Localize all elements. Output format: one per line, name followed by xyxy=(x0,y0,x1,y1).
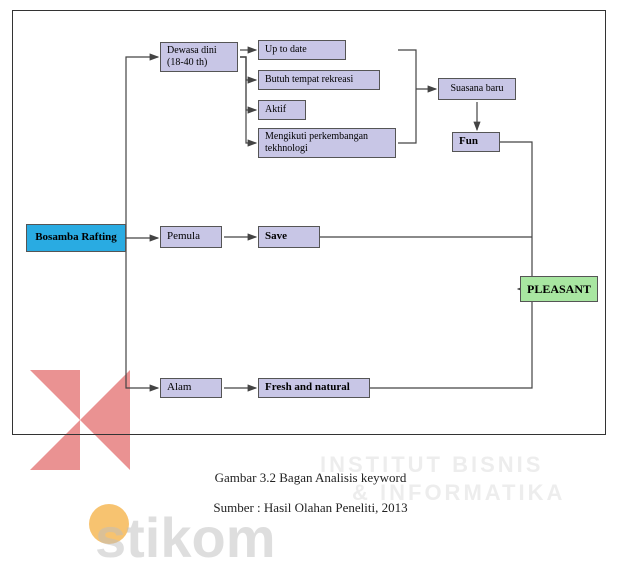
node-suasana: Suasana baru xyxy=(438,78,516,100)
node-pleasant: PLEASANT xyxy=(520,276,598,302)
node-alam: Alam xyxy=(160,378,222,398)
figure-caption: Gambar 3.2 Bagan Analisis keyword xyxy=(0,470,621,486)
node-pemula: Pemula xyxy=(160,226,222,248)
node-uptodate: Up to date xyxy=(258,40,346,60)
node-mengikuti: Mengikuti perkembangan tekhnologi xyxy=(258,128,396,158)
node-save: Save xyxy=(258,226,320,248)
node-root: Bosamba Rafting xyxy=(26,224,126,252)
node-aktif: Aktif xyxy=(258,100,306,120)
node-fresh: Fresh and natural xyxy=(258,378,370,398)
watermark-logo-text: stikom xyxy=(95,505,276,570)
node-butuh: Butuh tempat rekreasi xyxy=(258,70,380,90)
diagram-canvas: Bosamba Rafting Dewasa dini (18-40 th) Pem… xyxy=(0,0,621,586)
node-fun: Fun xyxy=(452,132,500,152)
node-dewasa: Dewasa dini (18-40 th) xyxy=(160,42,238,72)
